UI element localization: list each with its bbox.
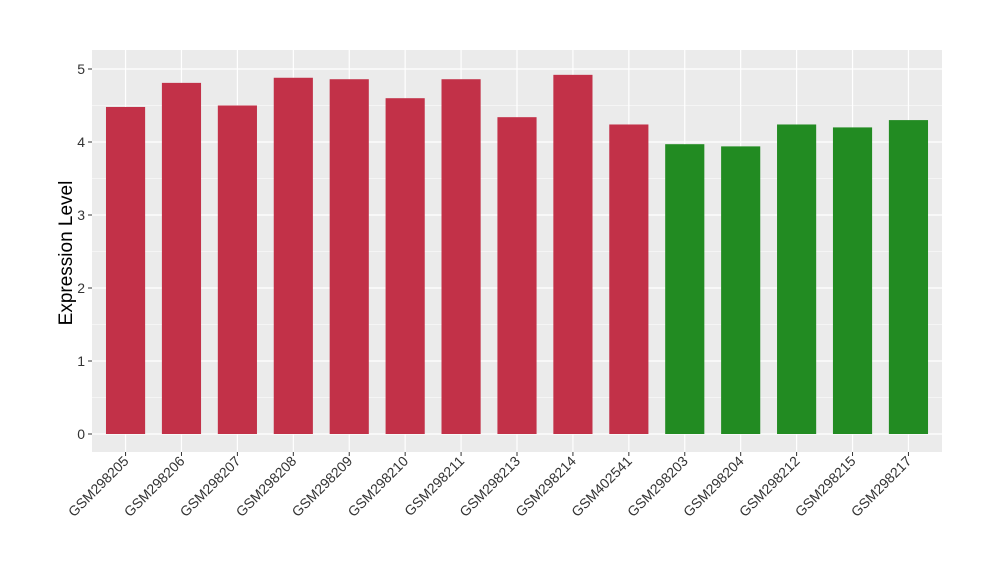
bar-GSM298206 bbox=[161, 82, 202, 435]
y-tick-label: 4 bbox=[77, 134, 85, 150]
bar-GSM298212 bbox=[777, 124, 817, 434]
bar-GSM298209 bbox=[329, 79, 369, 434]
x-tick-label: GSM298217 bbox=[848, 453, 915, 520]
bar-GSM298211 bbox=[441, 79, 481, 434]
y-axis: 0 1 2 3 4 5 bbox=[77, 61, 92, 442]
bar-GSM298204 bbox=[721, 146, 761, 434]
bar-GSM298203 bbox=[665, 144, 705, 434]
y-axis-label: Expression Level bbox=[56, 181, 77, 326]
bar-GSM298215 bbox=[832, 127, 873, 435]
bar-GSM402541 bbox=[609, 124, 649, 434]
bar-GSM298210 bbox=[385, 98, 425, 434]
bar-GSM298214 bbox=[553, 74, 593, 434]
bar-GSM298207 bbox=[217, 105, 257, 434]
y-tick-label: 2 bbox=[77, 280, 85, 296]
bar-GSM298208 bbox=[273, 77, 313, 434]
y-tick-label: 5 bbox=[77, 61, 85, 77]
bar-GSM298217 bbox=[888, 120, 929, 434]
x-tick-label: GSM298210 bbox=[344, 453, 411, 520]
y-tick-label: 1 bbox=[77, 353, 85, 369]
bar-GSM298213 bbox=[497, 117, 537, 435]
bars bbox=[105, 74, 929, 435]
bar-GSM298205 bbox=[105, 106, 146, 435]
y-tick-label: 0 bbox=[77, 426, 85, 442]
x-axis: GSM298205GSM298206GSM298207GSM298208GSM2… bbox=[65, 452, 915, 520]
y-tick-label: 3 bbox=[77, 207, 85, 223]
